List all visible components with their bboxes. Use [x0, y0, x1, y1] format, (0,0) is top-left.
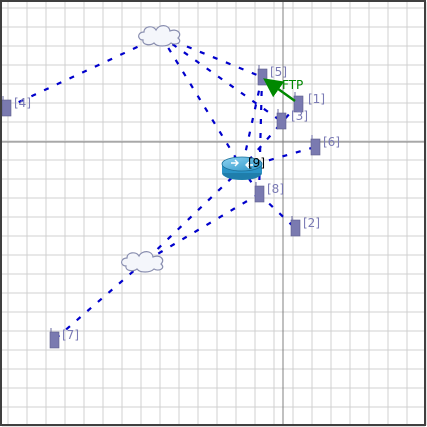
nodes-layer: [1] [2] [3] [4] [5] [6] [7] [8][9] [1, 65, 340, 349]
mobile-node-icon[interactable] [310, 135, 321, 156]
wireless-link [53, 261, 145, 341]
flows-layer: FTP [263, 78, 303, 102]
clouds-layer [121, 25, 181, 273]
wireless-link [257, 76, 264, 195]
wireless-link [241, 103, 299, 169]
router-icon[interactable] [221, 156, 263, 180]
node-label: [6] [323, 135, 340, 149]
mobile-node-icon[interactable] [257, 65, 268, 86]
cloud-icon [121, 251, 164, 273]
wireless-link [241, 167, 260, 195]
node-label: [3] [291, 109, 308, 123]
mobile-node-icon[interactable] [290, 216, 301, 237]
node-label: [9] [248, 156, 265, 170]
node-label: [2] [303, 216, 320, 230]
wireless-link [160, 35, 243, 169]
wireless-link [143, 193, 260, 263]
wireless-link [143, 167, 243, 263]
flow-label: FTP [282, 78, 303, 92]
node-label: [1] [308, 92, 325, 106]
mobile-node-icon[interactable] [254, 182, 265, 203]
cloud-icon [138, 25, 181, 47]
mobile-node-icon[interactable] [293, 92, 304, 113]
node-label: [8] [267, 182, 284, 196]
node-label: [4] [14, 96, 31, 110]
wireless-link [240, 76, 264, 169]
node-label: [7] [62, 328, 79, 342]
node-label: [5] [270, 65, 287, 79]
wireless-link [258, 193, 296, 229]
wireless-link [5, 35, 162, 109]
wireless-link [160, 35, 282, 122]
ftp-flow-arrow [263, 78, 296, 102]
mobile-node-icon[interactable] [49, 328, 60, 349]
mobile-node-icon[interactable] [276, 109, 287, 130]
mobile-node-icon[interactable] [1, 96, 12, 117]
